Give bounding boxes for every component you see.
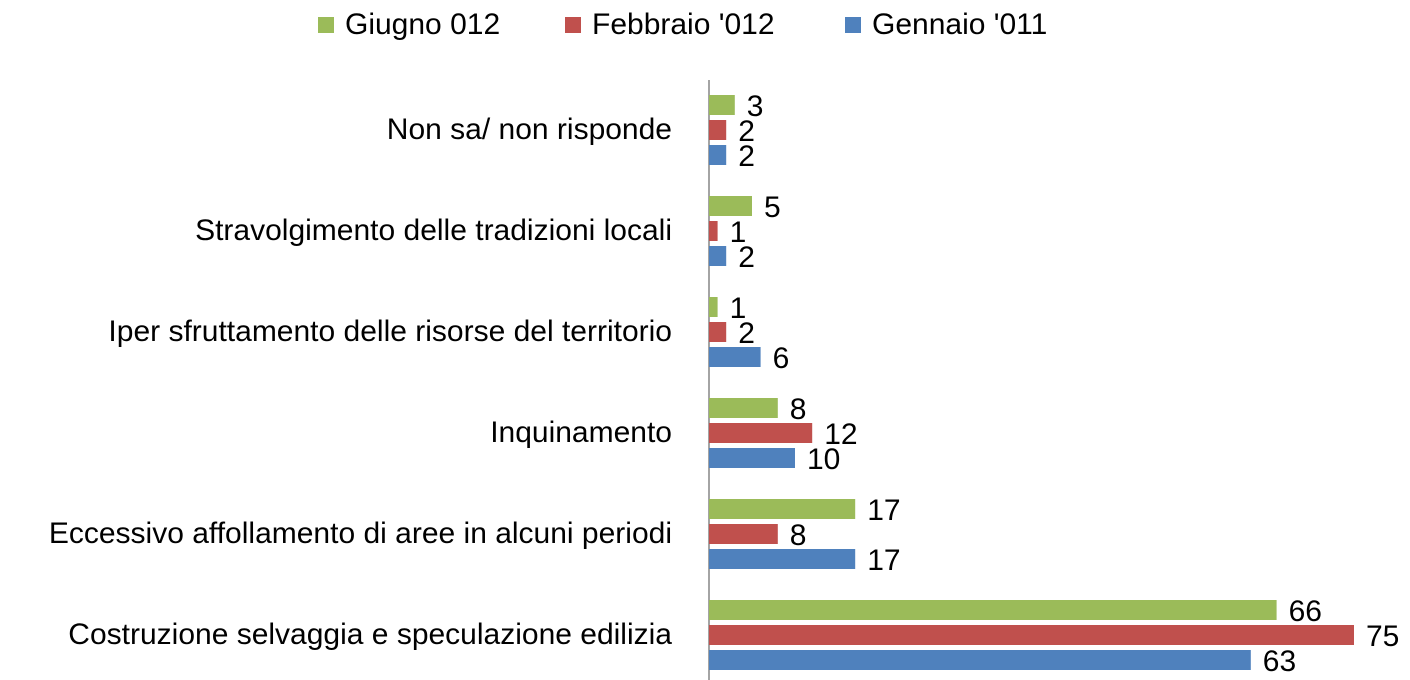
value-label: 63	[1263, 645, 1296, 678]
value-label: 8	[790, 393, 807, 426]
category-label: Non sa/ non risponde	[386, 113, 672, 146]
value-label: 6	[773, 342, 790, 375]
value-label: 5	[764, 191, 781, 224]
value-label: 10	[807, 443, 840, 476]
value-label: 8	[790, 519, 807, 552]
category-label: Eccessivo affollamento di aree in alcuni…	[48, 517, 672, 550]
bar	[709, 600, 1277, 620]
bar	[709, 246, 727, 266]
bar	[709, 625, 1354, 645]
value-label: 1	[730, 216, 747, 249]
value-label: 2	[738, 140, 755, 173]
value-label: 2	[738, 115, 755, 148]
bar	[709, 347, 761, 367]
bar	[709, 398, 778, 418]
bar	[709, 423, 813, 443]
bar	[709, 322, 727, 342]
value-label: 2	[738, 241, 755, 274]
category-label: Inquinamento	[490, 416, 672, 449]
legend-swatch	[318, 17, 334, 33]
bar	[709, 549, 856, 569]
bar	[709, 650, 1251, 670]
category-label: Costruzione selvaggia e speculazione edi…	[68, 618, 672, 651]
value-label: 17	[867, 544, 900, 577]
bar	[709, 120, 727, 140]
bar	[709, 196, 752, 216]
legend-label: Febbraio '012	[592, 8, 775, 41]
value-label: 75	[1366, 620, 1399, 653]
legend-label: Gennaio '011	[872, 8, 1047, 41]
value-label: 12	[824, 418, 857, 451]
bar	[709, 95, 735, 115]
bar	[709, 145, 727, 165]
value-label: 1	[730, 292, 747, 325]
value-label: 17	[867, 494, 900, 527]
bar	[709, 524, 778, 544]
value-label: 2	[738, 317, 755, 350]
category-label: Iper sfruttamento delle risorse del terr…	[108, 315, 672, 348]
category-label: Stravolgimento delle tradizioni locali	[195, 214, 672, 247]
legend-swatch	[845, 17, 861, 33]
value-label: 66	[1289, 595, 1322, 628]
bar	[709, 448, 795, 468]
bar	[709, 499, 856, 519]
bar	[709, 221, 718, 241]
bar	[709, 297, 718, 317]
legend-label: Giugno 012	[345, 8, 500, 41]
legend-swatch	[565, 17, 581, 33]
value-label: 3	[747, 90, 764, 123]
